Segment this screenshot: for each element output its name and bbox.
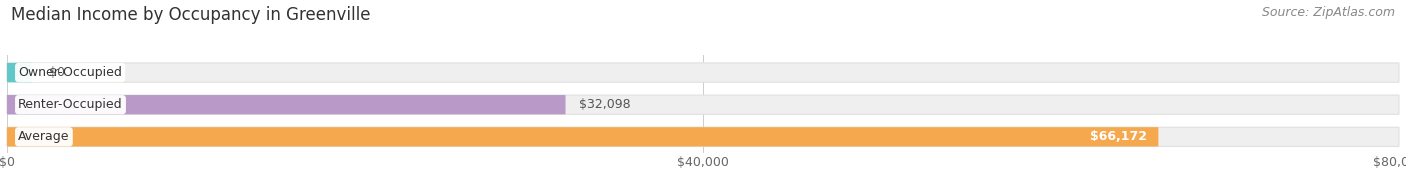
Text: $0: $0 (49, 66, 65, 79)
Text: Average: Average (18, 130, 70, 143)
Text: $32,098: $32,098 (579, 98, 631, 111)
Text: Source: ZipAtlas.com: Source: ZipAtlas.com (1261, 6, 1395, 19)
FancyBboxPatch shape (7, 95, 1399, 114)
FancyBboxPatch shape (7, 63, 1399, 82)
Text: Median Income by Occupancy in Greenville: Median Income by Occupancy in Greenville (11, 6, 371, 24)
FancyBboxPatch shape (7, 127, 1399, 146)
FancyBboxPatch shape (7, 95, 565, 114)
Text: $66,172: $66,172 (1090, 130, 1147, 143)
FancyBboxPatch shape (7, 63, 32, 82)
FancyBboxPatch shape (7, 127, 1159, 146)
Text: Owner-Occupied: Owner-Occupied (18, 66, 122, 79)
Text: Renter-Occupied: Renter-Occupied (18, 98, 122, 111)
